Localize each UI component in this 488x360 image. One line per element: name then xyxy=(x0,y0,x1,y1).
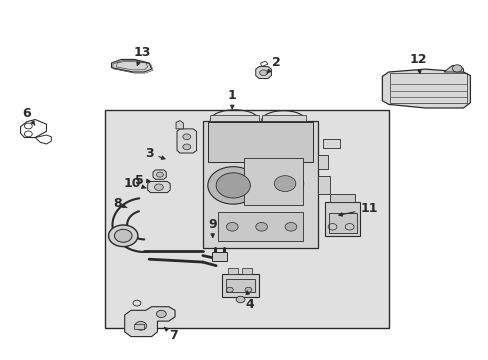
Bar xyxy=(389,73,467,103)
Text: 7: 7 xyxy=(164,327,178,342)
Text: 12: 12 xyxy=(408,53,426,73)
Text: 5: 5 xyxy=(135,174,150,186)
Circle shape xyxy=(207,167,258,204)
Bar xyxy=(329,194,354,202)
Bar xyxy=(210,115,259,121)
Bar xyxy=(217,212,303,241)
Polygon shape xyxy=(255,67,271,78)
Polygon shape xyxy=(176,121,183,129)
Circle shape xyxy=(226,222,238,231)
Bar xyxy=(244,158,303,205)
Polygon shape xyxy=(147,181,170,193)
Text: 6: 6 xyxy=(22,107,35,125)
Text: 2: 2 xyxy=(266,57,280,73)
Text: 13: 13 xyxy=(133,46,150,66)
Circle shape xyxy=(285,222,296,231)
Bar xyxy=(317,176,329,194)
Circle shape xyxy=(216,173,250,198)
Text: 10: 10 xyxy=(123,177,146,190)
Bar xyxy=(322,139,339,148)
Circle shape xyxy=(154,184,163,190)
Text: 3: 3 xyxy=(144,147,164,159)
Circle shape xyxy=(236,296,244,303)
Circle shape xyxy=(156,172,163,177)
Circle shape xyxy=(183,144,190,150)
Circle shape xyxy=(226,287,233,292)
Bar xyxy=(212,252,226,261)
Circle shape xyxy=(135,321,146,330)
Polygon shape xyxy=(111,59,151,72)
Bar xyxy=(222,274,259,297)
Bar xyxy=(207,122,312,162)
Circle shape xyxy=(274,176,295,192)
Text: 1: 1 xyxy=(227,89,236,109)
Circle shape xyxy=(244,287,251,292)
Circle shape xyxy=(114,229,132,242)
Text: 9: 9 xyxy=(208,219,217,238)
Bar xyxy=(225,279,255,292)
Bar xyxy=(242,268,251,274)
Polygon shape xyxy=(443,66,463,72)
Polygon shape xyxy=(177,129,196,153)
Circle shape xyxy=(183,134,190,140)
Bar xyxy=(261,115,305,121)
Text: 8: 8 xyxy=(113,197,127,210)
Bar xyxy=(325,202,360,236)
Text: 11: 11 xyxy=(338,202,377,216)
Circle shape xyxy=(451,65,461,72)
Bar xyxy=(317,155,327,169)
Text: 4: 4 xyxy=(244,291,253,311)
Circle shape xyxy=(266,170,303,197)
Circle shape xyxy=(108,225,138,247)
Circle shape xyxy=(156,310,166,318)
Bar xyxy=(328,213,356,233)
Polygon shape xyxy=(124,307,175,337)
Polygon shape xyxy=(382,69,469,108)
Circle shape xyxy=(255,222,267,231)
Circle shape xyxy=(259,70,267,76)
Bar xyxy=(203,121,317,248)
Polygon shape xyxy=(134,324,144,329)
Polygon shape xyxy=(153,170,166,179)
Bar xyxy=(228,268,238,274)
Bar xyxy=(105,110,388,328)
